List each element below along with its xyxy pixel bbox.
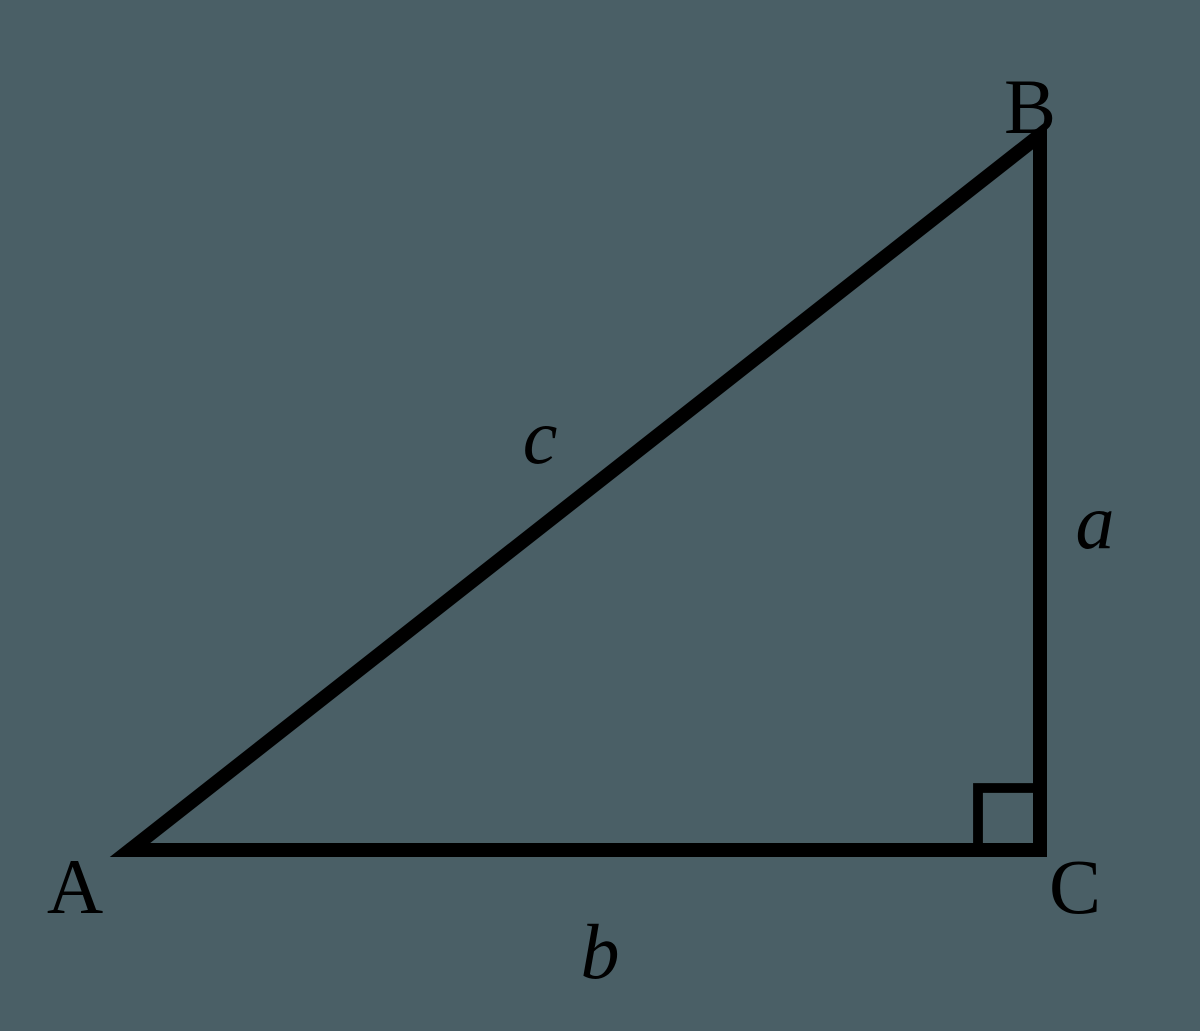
side-label-c: c	[523, 393, 558, 480]
right-angle-marker	[978, 788, 1040, 850]
side-label-a: a	[1076, 478, 1115, 565]
vertex-label-b: B	[1004, 63, 1056, 150]
vertex-label-a: A	[47, 843, 103, 930]
triangle-diagram: A B C a b c	[0, 0, 1200, 1031]
triangle-shape	[130, 135, 1040, 850]
side-label-b: b	[581, 908, 620, 995]
vertex-label-c: C	[1049, 843, 1101, 930]
